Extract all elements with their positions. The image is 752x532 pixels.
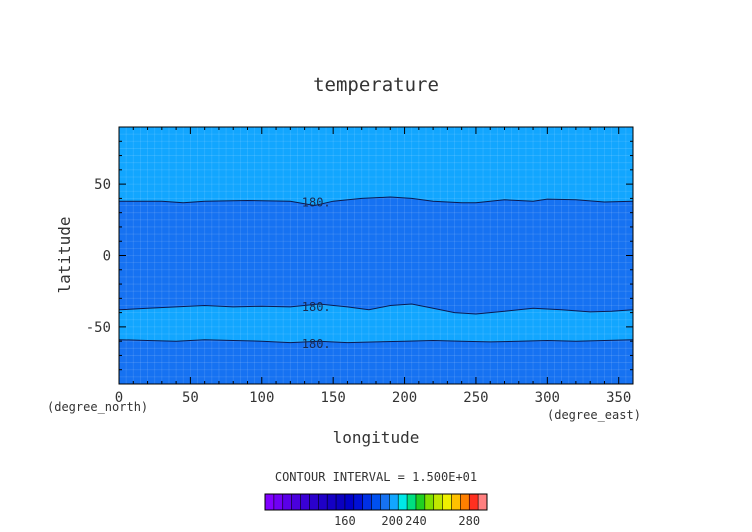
colorbar-swatch (451, 494, 461, 510)
colorbar-swatch (353, 494, 363, 510)
colorbar-swatch (407, 494, 417, 510)
colorbar-tick-label: 280 (458, 514, 480, 528)
colorbar-swatch (424, 494, 435, 510)
contour-line-180 (118, 339, 634, 344)
colorbar-swatch (282, 494, 292, 510)
contour-band-0 (119, 127, 633, 206)
colorbar-swatch (460, 494, 470, 510)
y-unit-label: (degree_north) (47, 400, 148, 414)
x-tick-label: 150 (321, 390, 346, 406)
colorbar-swatch (433, 494, 443, 510)
x-tick-label: 200 (392, 390, 417, 406)
contour-value-label: 180. (302, 300, 331, 314)
contour-band-1 (119, 197, 633, 314)
x-tick-label: 0 (115, 390, 123, 406)
colorbar-swatch (469, 494, 479, 510)
contour-band-3 (119, 339, 633, 384)
plot-area (119, 127, 633, 384)
colorbar-swatch (336, 494, 346, 510)
x-axis-label: longitude (333, 428, 420, 447)
colorbar-swatch (362, 494, 372, 510)
contour-lines (118, 196, 634, 344)
contour-value-label: 180. (302, 196, 331, 210)
x-tick-label: 50 (182, 390, 199, 406)
colorbar-tick-label: 240 (405, 514, 427, 528)
colorbar-tick-label: 200 (381, 514, 403, 528)
x-tick-label: 350 (606, 390, 631, 406)
chart-title: temperature (313, 74, 439, 96)
colorbar-swatch (442, 494, 452, 510)
contour-interval-text: CONTOUR INTERVAL = 1.500E+01 (275, 470, 477, 484)
colorbar: 160 200 240 280 (264, 493, 488, 528)
colorbar-swatch (318, 494, 328, 510)
colorbar-frame (264, 493, 488, 511)
colorbar-swatch (415, 494, 426, 510)
x-tick-label: 300 (535, 390, 560, 406)
colorbar-swatch (265, 494, 275, 510)
x-unit-label: (degree_east) (547, 408, 641, 422)
colorbar-swatch (389, 494, 399, 510)
colorbar-swatch (300, 494, 310, 510)
x-tick-label: 100 (249, 390, 274, 406)
contour-line-180 (119, 196, 634, 207)
colorbar-swatch (273, 494, 284, 510)
y-axis-label: latitude (55, 216, 74, 293)
contour-value-label: 180. (302, 337, 331, 351)
colorbar-swatch (380, 494, 390, 510)
colorbar-swatch (344, 494, 355, 510)
colorbar-swatch (371, 494, 381, 510)
contour-labels: 180. 180. 180. (302, 196, 331, 351)
y-tick-label: 50 (94, 177, 111, 193)
colorbar-swatch (327, 494, 337, 510)
y-tick-label: -50 (86, 320, 111, 336)
colorbar-swatch (309, 494, 319, 510)
colorbar-tick-label: 160 (334, 514, 356, 528)
colorbar-swatch (398, 494, 408, 510)
x-tick-label: 250 (463, 390, 488, 406)
contour-line-180 (118, 303, 634, 315)
colorbar-swatch (291, 494, 301, 510)
colorbar-swatch (478, 494, 488, 510)
axis-ticks: 0 50 100 150 200 250 300 350 50 0 -50 (86, 127, 633, 406)
contour-band-2 (119, 304, 633, 343)
y-tick-label: 0 (103, 249, 111, 265)
